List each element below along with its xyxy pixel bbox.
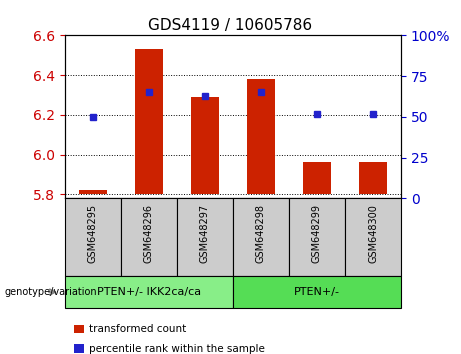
Text: GSM648298: GSM648298 [256,204,266,263]
Bar [359,162,387,194]
Bar [289,198,345,276]
Bar [345,198,401,276]
Bar [233,198,289,276]
Bar [247,79,275,194]
Bar [177,198,233,276]
Bar [78,190,106,194]
Bar [233,276,401,308]
Text: GDS4119 / 10605786: GDS4119 / 10605786 [148,18,313,33]
Text: GSM648297: GSM648297 [200,204,210,263]
Text: transformed count: transformed count [89,324,186,334]
Text: GSM648299: GSM648299 [312,204,322,263]
Text: GSM648296: GSM648296 [144,204,154,263]
Text: PTEN+/- IKK2ca/ca: PTEN+/- IKK2ca/ca [97,287,201,297]
Text: GSM648295: GSM648295 [88,204,98,263]
Bar [65,198,121,276]
Bar [135,49,163,194]
Text: percentile rank within the sample: percentile rank within the sample [89,344,265,354]
Bar [191,97,219,194]
Bar [121,198,177,276]
Bar [303,162,331,194]
Bar [65,276,233,308]
Text: GSM648300: GSM648300 [368,204,378,263]
Text: genotype/variation: genotype/variation [5,287,97,297]
Text: PTEN+/-: PTEN+/- [294,287,340,297]
